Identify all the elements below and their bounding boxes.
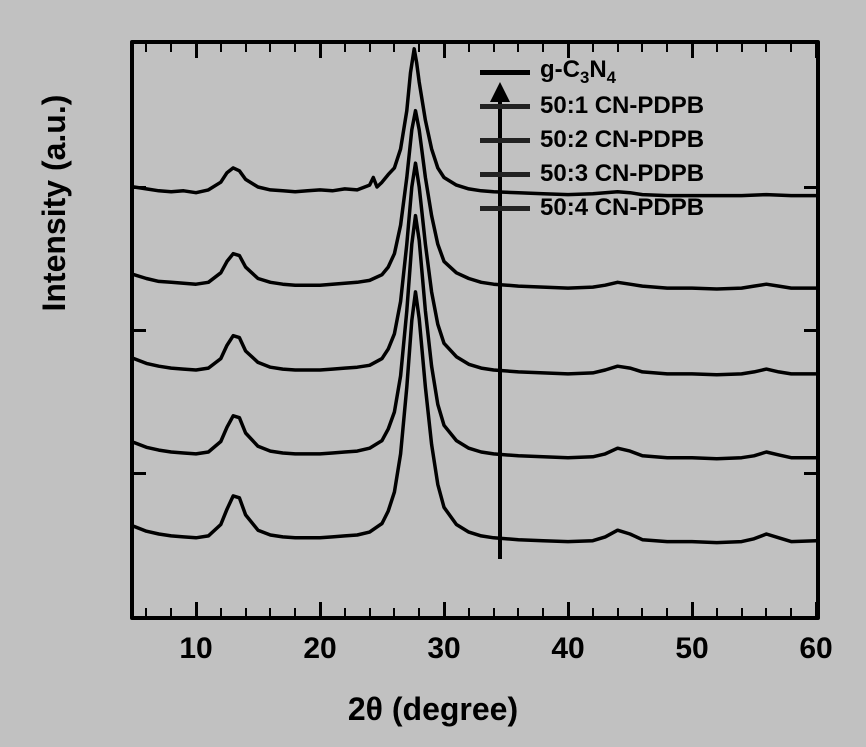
x-tick-label: 10: [179, 632, 212, 666]
legend-label: 50:2 CN-PDPB: [540, 126, 704, 154]
tick: [220, 44, 222, 52]
tick: [443, 44, 446, 58]
tick: [393, 44, 395, 52]
tick: [804, 329, 816, 332]
tick: [170, 44, 172, 52]
tick: [641, 44, 643, 52]
tick: [804, 472, 816, 475]
tick: [741, 44, 743, 52]
legend: g-C3N4 50:1 CN-PDPB 50:2 CN-PDPB 50:3 CN-PD…: [480, 55, 704, 225]
tick: [418, 608, 420, 616]
legend-swatch: [480, 206, 530, 211]
tick: [294, 608, 296, 616]
tick: [369, 44, 371, 52]
tick: [418, 44, 420, 52]
tick: [716, 608, 718, 616]
legend-row: 50:2 CN-PDPB: [480, 123, 704, 157]
tick: [790, 608, 792, 616]
tick: [641, 608, 643, 616]
tick: [468, 44, 470, 52]
tick: [617, 608, 619, 616]
tick: [369, 608, 371, 616]
tick: [493, 44, 495, 52]
tick: [517, 608, 519, 616]
x-tick-label: 60: [799, 632, 832, 666]
tick: [592, 608, 594, 616]
xrd-figure: Intensity (a.u.) 2θ (degree) 10 20 30 40 50 6…: [0, 0, 866, 747]
legend-row: 50:3 CN-PDPB: [480, 157, 704, 191]
tick: [344, 44, 346, 52]
tick: [567, 602, 570, 616]
y-axis-label: Intensity (a.u.): [36, 95, 73, 312]
tick: [815, 602, 818, 616]
tick: [134, 329, 146, 332]
tick: [294, 44, 296, 52]
legend-row: 50:4 CN-PDPB: [480, 191, 704, 225]
plot-frame: [130, 40, 820, 620]
tick: [542, 608, 544, 616]
tick: [269, 608, 271, 616]
legend-label: 50:4 CN-PDPB: [540, 194, 704, 222]
legend-label: 50:3 CN-PDPB: [540, 160, 704, 188]
x-tick-label: 50: [675, 632, 708, 666]
tick: [517, 44, 519, 52]
legend-label: 50:1 CN-PDPB: [540, 92, 704, 120]
legend-swatch: [480, 70, 530, 75]
tick: [617, 44, 619, 52]
tick: [468, 608, 470, 616]
legend-row: 50:1 CN-PDPB: [480, 89, 704, 123]
tick: [765, 44, 767, 52]
tick: [344, 608, 346, 616]
legend-swatch: [480, 104, 530, 109]
tick: [493, 608, 495, 616]
tick: [815, 44, 818, 58]
tick: [134, 472, 146, 475]
tick: [765, 608, 767, 616]
tick: [666, 608, 668, 616]
tick: [393, 608, 395, 616]
tick: [443, 602, 446, 616]
x-tick-label: 40: [551, 632, 584, 666]
tick: [220, 608, 222, 616]
x-tick-label: 20: [303, 632, 336, 666]
legend-row: g-C3N4: [480, 55, 704, 89]
curves-svg: [134, 44, 816, 616]
x-tick-label: 30: [427, 632, 460, 666]
tick: [145, 44, 147, 52]
tick: [666, 44, 668, 52]
tick: [134, 186, 146, 189]
tick: [542, 44, 544, 52]
tick: [592, 44, 594, 52]
tick: [804, 186, 816, 189]
tick: [195, 44, 198, 58]
tick: [195, 602, 198, 616]
tick: [319, 44, 322, 58]
tick: [245, 608, 247, 616]
tick: [716, 44, 718, 52]
tick: [741, 608, 743, 616]
tick: [145, 608, 147, 616]
tick: [269, 44, 271, 52]
tick: [319, 602, 322, 616]
legend-swatch: [480, 138, 530, 143]
x-axis-label: 2θ (degree): [0, 691, 866, 728]
tick: [691, 602, 694, 616]
legend-swatch: [480, 172, 530, 177]
legend-label: g-C3N4: [540, 56, 616, 88]
tick: [245, 44, 247, 52]
curve-g-C3N4: [134, 49, 816, 196]
tick: [170, 608, 172, 616]
tick: [790, 44, 792, 52]
curve-50:1 CN-PDPB: [134, 111, 816, 289]
